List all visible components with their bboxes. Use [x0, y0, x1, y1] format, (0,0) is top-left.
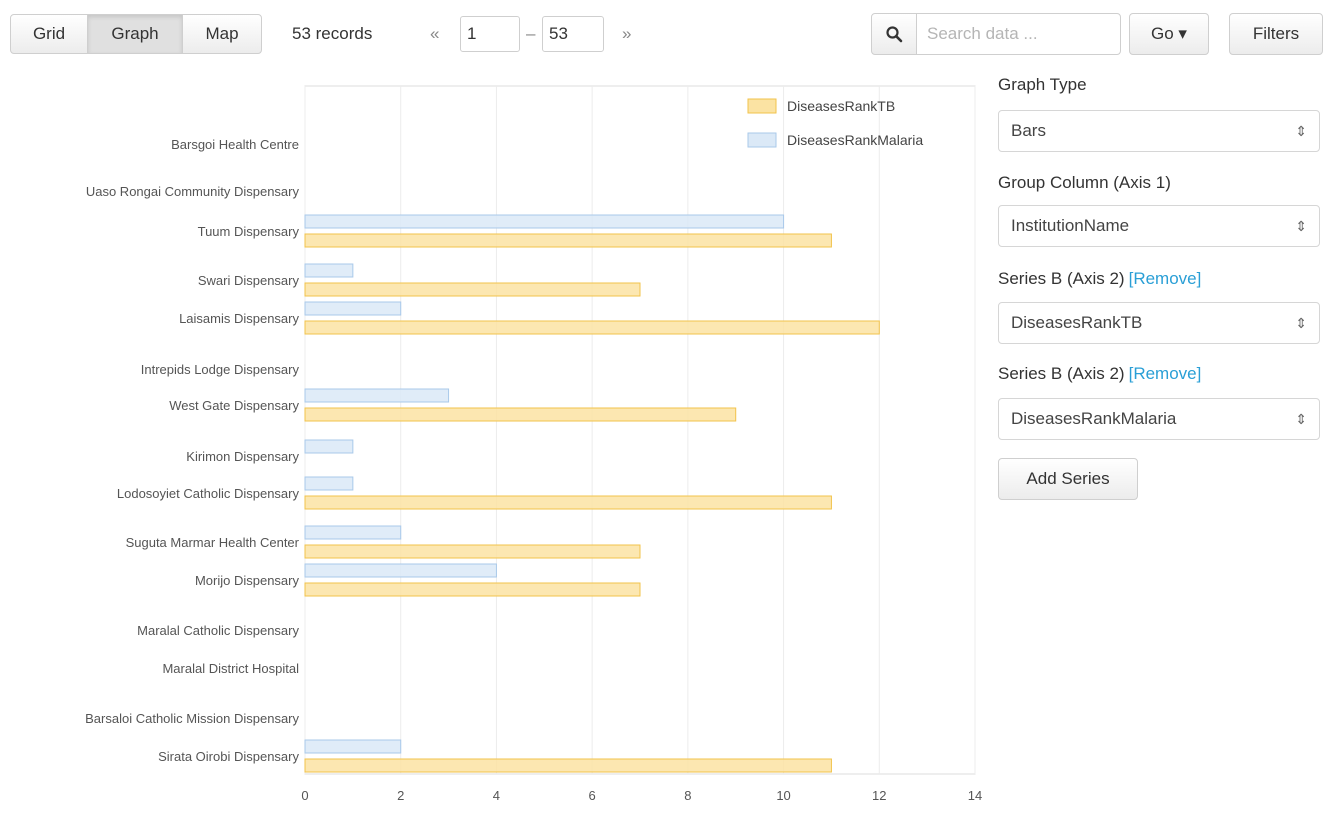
bar-malaria [304, 388, 450, 403]
bar-chart: Barsgoi Health Centre Uaso Rongai Communi… [85, 85, 982, 803]
group-column-value: InstitutionName [1011, 216, 1130, 235]
x-tick-label: 8 [684, 788, 691, 803]
search-input[interactable] [916, 13, 1121, 55]
select-caret-icon: ⇕ [1295, 122, 1307, 139]
pager-next-button[interactable]: » [622, 24, 632, 43]
bar-tb [304, 758, 832, 773]
select-caret-icon: ⇕ [1295, 410, 1307, 427]
go-dropdown-button[interactable]: Go ▾ [1129, 13, 1209, 55]
group-column-select[interactable]: InstitutionName ⇕ [998, 205, 1320, 247]
view-switcher: Grid Graph Map [10, 14, 262, 54]
bar-malaria [304, 739, 402, 754]
bar-tb [304, 407, 737, 422]
select-caret-icon: ⇕ [1295, 314, 1307, 331]
legend-label-malaria: DiseasesRankMalaria [787, 132, 923, 148]
pager-separator: – [526, 24, 536, 43]
x-tick-label: 10 [776, 788, 790, 803]
series-2-remove-link[interactable]: [Remove] [1128, 364, 1202, 383]
series-1-value: DiseasesRankTB [1011, 313, 1143, 332]
filters-button[interactable]: Filters [1229, 13, 1323, 55]
map-view-button[interactable]: Map [182, 14, 262, 54]
bar-tb [304, 582, 641, 597]
series-1-remove-link[interactable]: [Remove] [1128, 269, 1202, 288]
category-label: Maralal Catholic Dispensary [137, 623, 299, 638]
graph-type-select[interactable]: Bars ⇕ [998, 110, 1320, 152]
series-2-value: DiseasesRankMalaria [1011, 409, 1177, 428]
x-tick-label: 2 [397, 788, 404, 803]
series-1-label-text: Series B (Axis 2) [998, 269, 1125, 288]
category-label: Tuum Dispensary [198, 224, 300, 239]
category-label: Barsaloi Catholic Mission Dispensary [85, 711, 299, 726]
legend-swatch-tb [747, 98, 777, 114]
bar-tb [304, 320, 880, 335]
category-label: Barsgoi Health Centre [171, 137, 299, 152]
graph-type-label: Graph Type [998, 75, 1087, 94]
bar-malaria [304, 214, 785, 229]
pager-prev-button[interactable]: « [430, 24, 440, 43]
bar-malaria [304, 263, 354, 278]
category-labels: Barsgoi Health Centre Uaso Rongai Communi… [85, 137, 300, 764]
search-icon [886, 26, 903, 43]
bar-malaria [304, 525, 402, 540]
record-count: 53 records [292, 24, 373, 43]
bar-malaria [304, 439, 354, 454]
category-label: Morijo Dispensary [195, 573, 300, 588]
bars [304, 214, 880, 773]
category-label: Maralal District Hospital [162, 661, 299, 676]
plot-area [304, 85, 976, 775]
bar-tb [304, 544, 641, 559]
legend: DiseasesRankTB DiseasesRankMalaria [747, 98, 923, 148]
grid-view-button[interactable]: Grid [10, 14, 88, 54]
category-label: Suguta Marmar Health Center [126, 535, 300, 550]
series-2-label-text: Series B (Axis 2) [998, 364, 1125, 383]
series-2-select[interactable]: DiseasesRankMalaria ⇕ [998, 398, 1320, 440]
series-1-select[interactable]: DiseasesRankTB ⇕ [998, 302, 1320, 344]
x-tick-labels: 0 2 4 6 8 10 12 14 [301, 788, 982, 803]
graph-view-button[interactable]: Graph [87, 14, 183, 54]
graph-type-value: Bars [1011, 121, 1046, 140]
category-label: Swari Dispensary [198, 273, 300, 288]
category-label: Uaso Rongai Community Dispensary [86, 184, 300, 199]
legend-swatch-malaria [747, 132, 777, 148]
category-label: Laisamis Dispensary [179, 311, 299, 326]
bar-tb [304, 282, 641, 297]
select-caret-icon: ⇕ [1295, 217, 1307, 234]
bar-malaria [304, 301, 402, 316]
category-label: Kirimon Dispensary [186, 449, 299, 464]
add-series-button[interactable]: Add Series [998, 458, 1138, 500]
x-tick-label: 12 [872, 788, 886, 803]
x-tick-label: 6 [589, 788, 596, 803]
bar-malaria [304, 476, 354, 491]
bar-tb [304, 233, 832, 248]
grid-lines [304, 86, 976, 774]
category-label: Intrepids Lodge Dispensary [141, 362, 300, 377]
series-2-label: Series B (Axis 2) [Remove] [998, 364, 1201, 384]
series-1-label: Series B (Axis 2) [Remove] [998, 269, 1201, 289]
pager-to-input[interactable] [542, 16, 604, 52]
x-tick-label: 4 [493, 788, 500, 803]
category-label: West Gate Dispensary [169, 398, 299, 413]
x-tick-label: 0 [301, 788, 308, 803]
bar-tb [304, 495, 832, 510]
x-tick-label: 14 [968, 788, 982, 803]
legend-label-tb: DiseasesRankTB [787, 98, 895, 114]
category-label: Sirata Oirobi Dispensary [158, 749, 299, 764]
bar-malaria [304, 563, 497, 578]
category-label: Lodosoyiet Catholic Dispensary [117, 486, 300, 501]
group-column-label: Group Column (Axis 1) [998, 173, 1171, 192]
pager-from-input[interactable] [460, 16, 520, 52]
